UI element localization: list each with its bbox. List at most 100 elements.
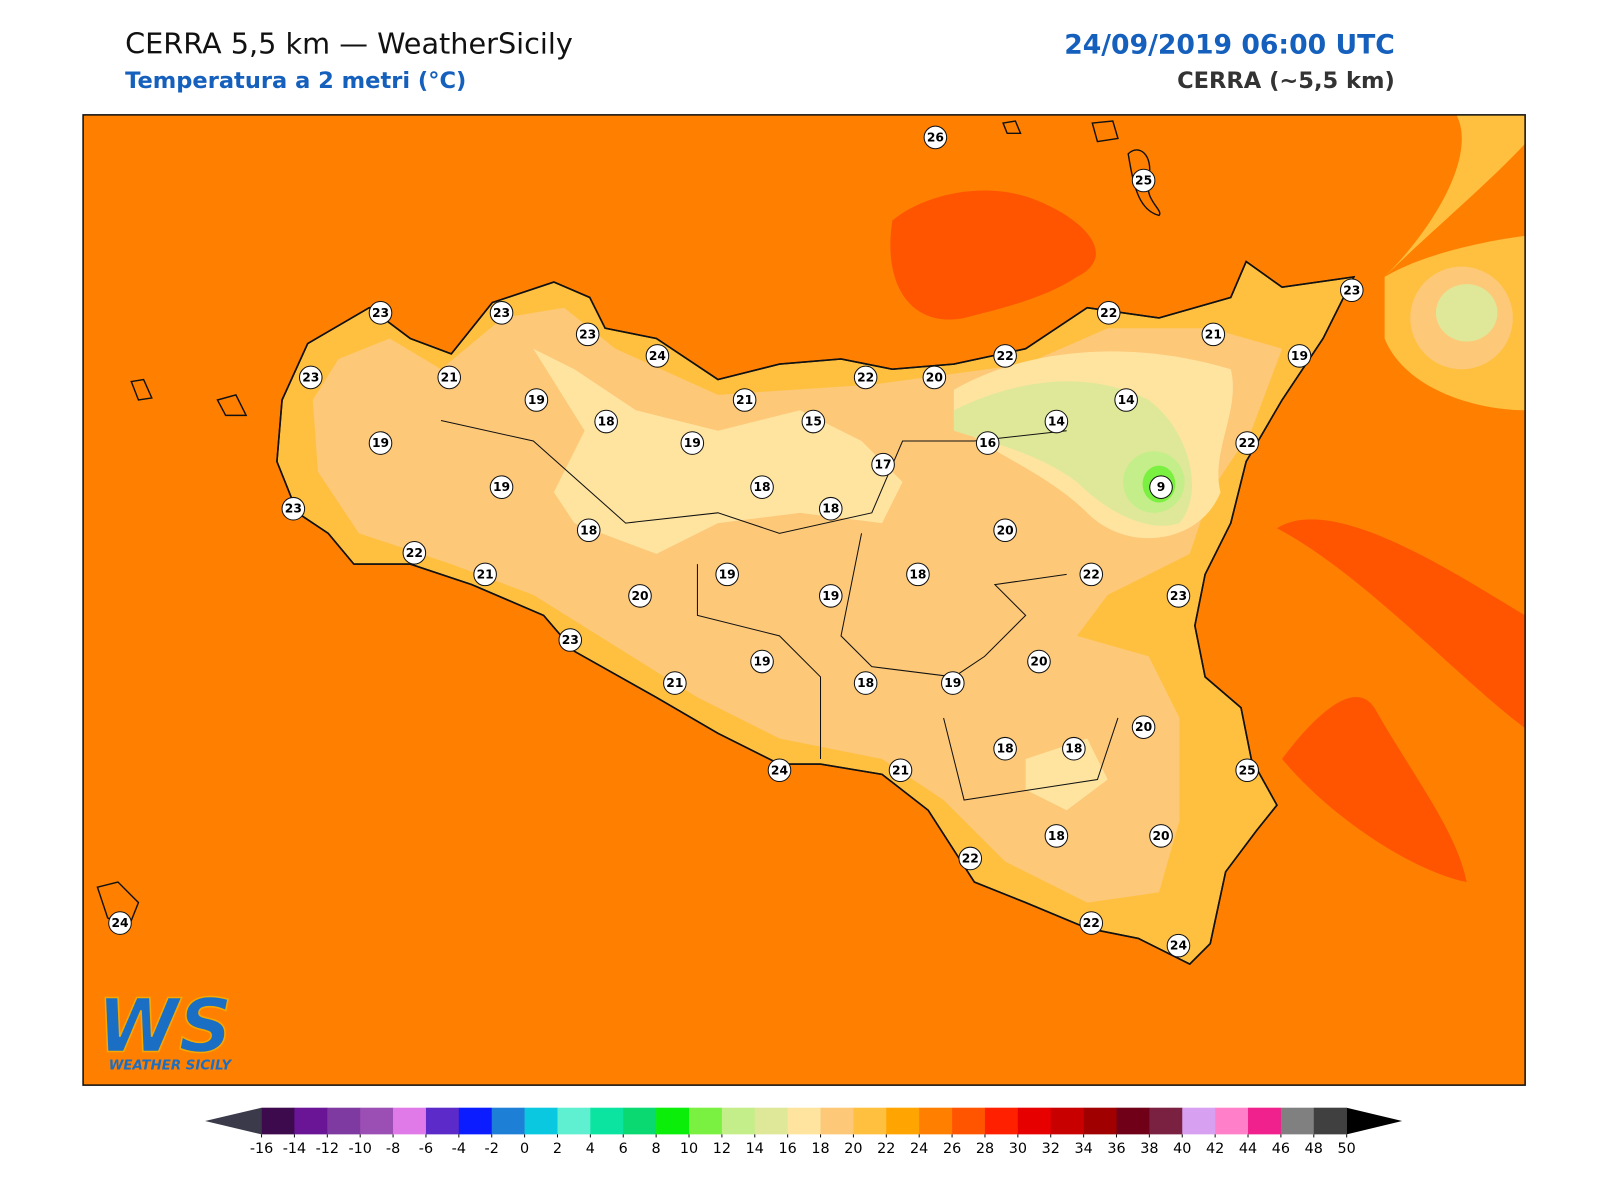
station: 22 (993, 344, 1017, 368)
colorbar-swatch (360, 1107, 394, 1135)
colorbar-label: 28 (976, 1141, 994, 1157)
colorbar-label: -10 (348, 1141, 371, 1157)
station-value: 19 (753, 655, 770, 669)
logo-mark: WS (97, 983, 232, 1069)
station-value: 25 (1135, 174, 1152, 188)
station-value: 22 (857, 370, 874, 384)
station: 15 (801, 409, 826, 434)
station-value: 18 (822, 502, 839, 516)
station: 24 (1166, 933, 1191, 958)
station-value: 22 (962, 851, 979, 865)
station: 20 (1131, 715, 1156, 739)
colorbar-swatch (1280, 1107, 1315, 1135)
station-marker (1044, 824, 1069, 848)
station-value: 23 (579, 327, 596, 341)
station-marker (993, 344, 1017, 368)
datetime: 24/09/2019 06:00 UTC (1064, 29, 1395, 60)
colorbar-swatch (623, 1107, 657, 1135)
station: 19 (1287, 344, 1312, 368)
colorbar-swatch (952, 1107, 986, 1135)
station-value: 26 (927, 130, 944, 144)
colorbar-label: -12 (316, 1141, 339, 1157)
station-value: 21 (666, 676, 683, 690)
station-marker (663, 671, 687, 695)
station-marker (958, 846, 983, 871)
station: 21 (473, 562, 497, 587)
island (1091, 120, 1119, 143)
station-value: 19 (944, 676, 961, 690)
station: 23 (298, 365, 323, 390)
station-value: 21 (1205, 327, 1222, 341)
station-marker (993, 518, 1017, 543)
colorbar-label: 26 (943, 1141, 961, 1157)
colorbar-label: 10 (680, 1141, 698, 1157)
station-marker (853, 671, 878, 695)
colorbar-label: 6 (619, 1141, 628, 1157)
colorbar-label: 40 (1173, 1141, 1191, 1157)
station-value: 20 (1135, 720, 1152, 734)
colorbar-under (205, 1107, 262, 1135)
colorbar-swatch (1182, 1107, 1216, 1135)
station-value: 22 (1083, 567, 1100, 581)
station-marker (818, 496, 843, 521)
station: 22 (1235, 431, 1259, 455)
station-value: 20 (1030, 655, 1047, 669)
station: 22 (1079, 562, 1104, 587)
station: 23 (575, 322, 600, 347)
station-value: 23 (1343, 283, 1360, 297)
logo-name: WEATHER SICILY (109, 1059, 233, 1074)
station: 19 (368, 431, 393, 455)
station-marker (1114, 388, 1138, 412)
colorbar-swatch (656, 1107, 690, 1135)
colorbar-label: 2 (553, 1141, 562, 1157)
colorbar-swatch (754, 1107, 788, 1135)
station: 18 (993, 736, 1017, 761)
station-value: 23 (302, 370, 319, 384)
station-value: 19 (372, 436, 389, 450)
station: 21 (1201, 322, 1226, 347)
warm-area (1276, 519, 1526, 729)
station-marker (1166, 933, 1191, 958)
station-marker (1044, 409, 1069, 434)
colorbar-label: 38 (1140, 1141, 1158, 1157)
station: 18 (1044, 824, 1069, 848)
station-value: 19 (493, 480, 510, 494)
station-value: 21 (892, 763, 909, 777)
colorbar-label: 36 (1107, 1141, 1125, 1157)
station-marker (594, 409, 618, 434)
station-value: 18 (1048, 829, 1065, 843)
station-value: 19 (822, 589, 839, 603)
station: 24 (108, 911, 132, 935)
station-marker (922, 365, 947, 390)
colorbar-swatch (1050, 1107, 1084, 1135)
station-value: 24 (111, 916, 128, 930)
station: 18 (594, 409, 618, 434)
province-border (440, 420, 1119, 801)
station-value: 20 (997, 523, 1014, 537)
station-marker (108, 911, 132, 935)
colorbar-label: -14 (283, 1141, 306, 1157)
station-marker (473, 562, 497, 587)
station-value: 18 (580, 523, 597, 537)
colorbar-swatch (458, 1107, 493, 1135)
station-marker (801, 409, 826, 434)
station-value: 21 (736, 393, 753, 407)
station: 18 (750, 475, 774, 499)
colorbar-swatch (327, 1107, 361, 1135)
station-value: 21 (441, 370, 458, 384)
colorbar-swatch (853, 1107, 887, 1135)
station: 21 (888, 758, 913, 783)
station: 25 (1131, 168, 1156, 193)
station-marker (750, 649, 774, 674)
colorbar-label: 48 (1305, 1141, 1323, 1157)
colorbar-label: 20 (844, 1141, 862, 1157)
station: 22 (402, 541, 427, 565)
station-value: 24 (649, 349, 666, 363)
station: 26 (923, 125, 948, 150)
colorbar-label: 8 (652, 1141, 661, 1157)
colorbar-swatch (919, 1107, 953, 1135)
station-value: 23 (285, 502, 302, 516)
colorbar-swatch (1149, 1107, 1183, 1135)
colorbar-swatch (393, 1107, 427, 1135)
